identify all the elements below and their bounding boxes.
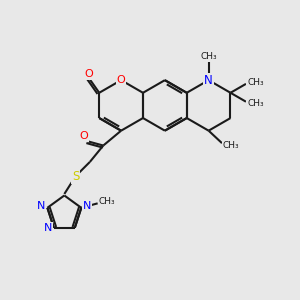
Text: S: S xyxy=(72,170,79,183)
Text: N: N xyxy=(204,74,213,87)
Text: O: O xyxy=(80,131,88,141)
Text: N: N xyxy=(37,201,45,211)
Text: CH₃: CH₃ xyxy=(247,78,264,87)
Text: O: O xyxy=(117,75,125,85)
Text: CH₃: CH₃ xyxy=(200,52,217,61)
Text: CH₃: CH₃ xyxy=(247,99,264,108)
Text: N: N xyxy=(82,201,91,211)
Text: CH₃: CH₃ xyxy=(98,197,115,206)
Text: CH₃: CH₃ xyxy=(223,141,239,150)
Text: N: N xyxy=(44,223,52,233)
Text: O: O xyxy=(84,69,93,80)
